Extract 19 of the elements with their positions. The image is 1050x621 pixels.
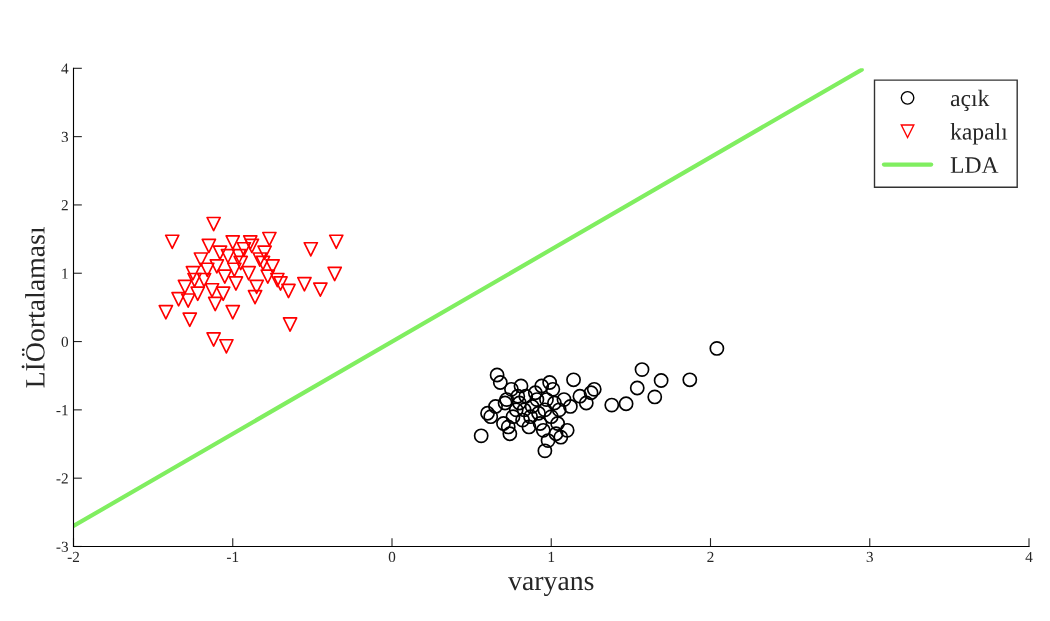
legend-label: açık (950, 89, 990, 112)
x-tick-label: 2 (707, 551, 714, 562)
legend-label: kapalı (950, 123, 1008, 145)
y-tick-label: 1 (62, 268, 68, 279)
y-tick-label: -3 (56, 541, 69, 552)
x-tick-label: 4 (1025, 551, 1033, 562)
x-tick-label: 0 (388, 551, 396, 563)
y-tick-label: -2 (56, 473, 68, 484)
x-axis-title: varyans (508, 576, 594, 596)
x-tick-label: -1 (226, 551, 239, 562)
y-axis-title: LİÖortalaması (21, 226, 45, 388)
x-tick-label: 3 (866, 551, 873, 563)
legend-label: LDA (950, 157, 999, 173)
x-tick-label: 1 (548, 551, 555, 562)
y-tick-label: 3 (61, 131, 69, 143)
y-tick-label: 2 (61, 200, 68, 211)
y-tick-label: -1 (56, 405, 68, 416)
y-tick-label: 4 (61, 63, 69, 74)
y-tick-label: 0 (61, 336, 69, 347)
